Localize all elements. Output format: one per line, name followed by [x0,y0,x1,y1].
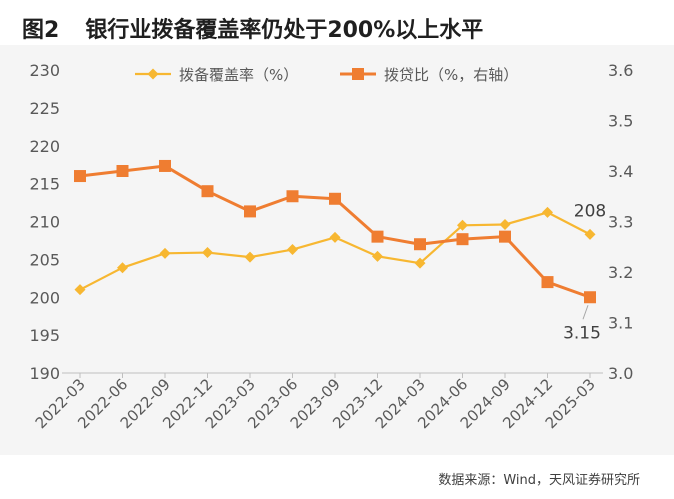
y-left-tick-label: 215 [29,175,60,194]
provision-coverage-point [414,257,426,269]
annotation-label: 3.15 [563,323,601,343]
figure-number: 图2 [22,18,60,43]
legend-marker [147,68,159,80]
provision-loan-ratio-point [371,230,384,243]
provision-loan-ratio-point [499,230,511,243]
y-left-tick-label: 195 [29,326,60,345]
provision-loan-ratio-point [584,291,596,304]
provision-coverage-point [117,262,128,274]
provision-loan-ratio-point [74,170,86,183]
provision-loan-ratio-point [286,190,299,203]
provision-loan-ratio-point [329,192,341,205]
y-right-tick-label: 3.6 [608,61,633,80]
y-right-tick-label: 3.1 [608,314,633,333]
chart: 190 195 200 205 210 215 220 225 230 3.0 3.1 3.2 3.3 3… [29,61,633,432]
y-left-tick-label: 200 [29,288,60,307]
annotation-leader-line [582,305,589,320]
y-right-tick-label: 3.4 [608,162,633,181]
provision-loan-ratio-point [541,276,554,289]
figure-title: 图2 银行业拨备覆盖率仍处于200%以上水平 [22,12,483,44]
y-right-tick-label: 3.2 [608,263,633,282]
y-left-tick-label: 220 [29,137,60,156]
provision-coverage-point [202,247,213,259]
provision-loan-ratio-point [201,185,214,198]
y-left-tick-label: 210 [29,213,60,232]
provision-coverage-point [329,231,341,243]
provision-coverage-point [457,219,468,231]
provision-coverage-point [372,250,383,262]
provision-loan-ratio-point [244,205,256,218]
provision-coverage-point [499,219,511,231]
annotation-label: 208 [574,201,606,221]
provision-loan-ratio-point [159,159,171,172]
provision-loan-ratio-point [456,233,469,246]
source-note: 数据来源：Wind，天风证券研究所 [438,473,640,488]
y-right-tick-label: 3.0 [608,364,633,383]
provision-loan-ratio-point [116,165,129,177]
legend-label: 拨备覆盖率（%） [179,66,298,84]
y-right-tick-label: 3.3 [608,213,633,232]
y-right-tick-label: 3.5 [608,112,633,131]
provision-coverage-point [287,244,298,256]
provision-coverage-point [159,247,171,259]
provision-loan-ratio-line [79,164,591,299]
provision-loan-ratio-point [414,238,426,251]
provision-coverage-line [79,211,591,291]
y-left-tick-label: 230 [29,61,60,80]
legend-item-provision-coverage: 拨备覆盖率（%） [135,66,298,84]
provision-coverage-point [244,251,256,263]
figure-title-text: 银行业拨备覆盖率仍处于200%以上水平 [85,18,484,43]
legend-label: 拨贷比（%，右轴） [384,66,518,84]
provision-coverage-point [542,206,553,218]
legend-item-provision-loan-ratio: 拨贷比（%，右轴） [340,66,518,84]
plot-area: 190 195 200 205 210 215 220 225 230 3.0 3.1 3.2 3.3 3… [0,45,674,455]
y-left-tick-label: 225 [29,99,60,118]
y-left-tick-label: 190 [29,364,60,383]
y-left-tick-label: 205 [29,250,60,269]
provision-coverage-point [584,228,596,240]
provision-coverage-point [74,284,86,296]
legend-marker [352,68,364,80]
